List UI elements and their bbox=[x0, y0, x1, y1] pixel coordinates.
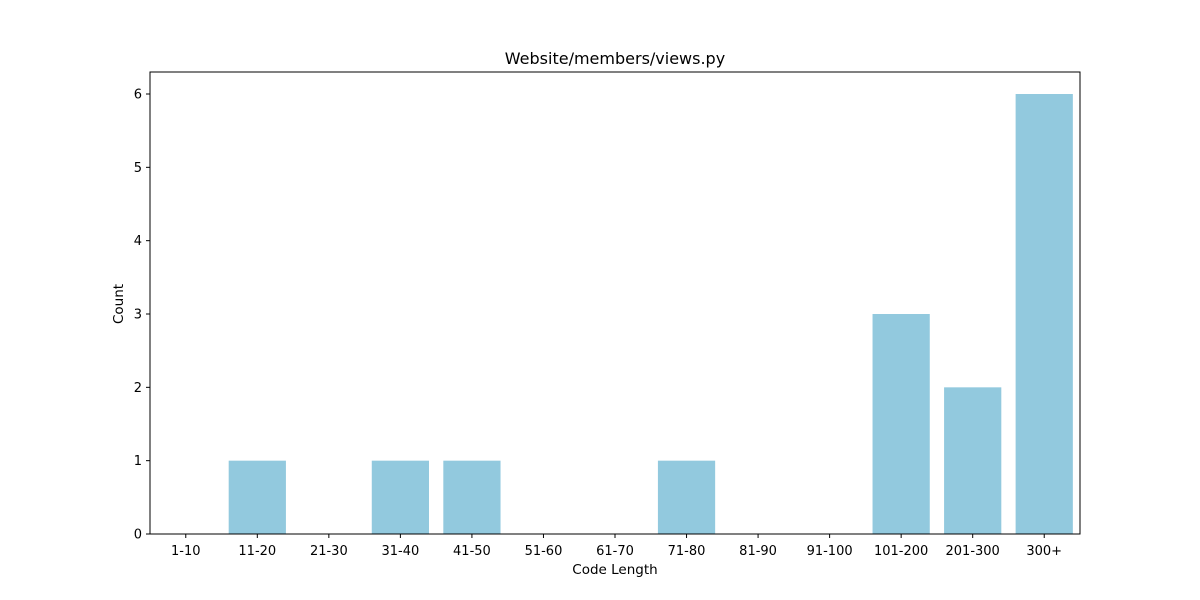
bar-11-20 bbox=[228, 460, 286, 534]
bar-300+ bbox=[1015, 94, 1073, 534]
x-tick-label: 1-10 bbox=[171, 544, 201, 559]
x-tick-label: 21-30 bbox=[310, 544, 348, 559]
x-tick-label: 61-70 bbox=[596, 544, 634, 559]
y-axis: 0 1 2 3 4 5 6 bbox=[134, 88, 150, 543]
x-tick-label: 71-80 bbox=[668, 544, 706, 559]
x-axis-label: Code Length bbox=[572, 562, 657, 578]
bar-101-200 bbox=[872, 314, 930, 534]
y-tick-label: 1 bbox=[134, 454, 142, 469]
x-tick-label: 91-100 bbox=[807, 544, 853, 559]
x-tick-label: 31-40 bbox=[381, 544, 419, 559]
x-tick-label: 51-60 bbox=[525, 544, 563, 559]
x-axis: 1-10 11-20 21-30 31-40 41-50 51-60 61-70 71-80 8… bbox=[171, 534, 1062, 559]
x-tick-label: 41-50 bbox=[453, 544, 491, 559]
plot-frame bbox=[149, 71, 1081, 535]
x-tick-label: 300+ bbox=[1026, 544, 1062, 559]
y-axis-label: Count bbox=[111, 284, 127, 324]
bars-group bbox=[228, 94, 1073, 534]
y-tick-label: 5 bbox=[134, 161, 142, 176]
x-tick-label: 101-200 bbox=[874, 544, 928, 559]
y-tick-label: 2 bbox=[134, 381, 142, 396]
chart-title: Website/members/views.py bbox=[505, 49, 725, 68]
y-tick-label: 4 bbox=[134, 234, 142, 249]
bar-41-50 bbox=[443, 460, 501, 534]
bar-71-80 bbox=[657, 460, 716, 534]
bar-31-40 bbox=[371, 460, 429, 534]
y-tick-label: 3 bbox=[134, 308, 142, 323]
x-tick-label: 201-300 bbox=[946, 544, 1000, 559]
bar-201-300 bbox=[944, 387, 1002, 534]
x-tick-label: 81-90 bbox=[739, 544, 777, 559]
x-tick-label: 11-20 bbox=[238, 544, 276, 559]
y-tick-label: 6 bbox=[134, 88, 142, 103]
y-tick-label: 0 bbox=[134, 528, 142, 543]
